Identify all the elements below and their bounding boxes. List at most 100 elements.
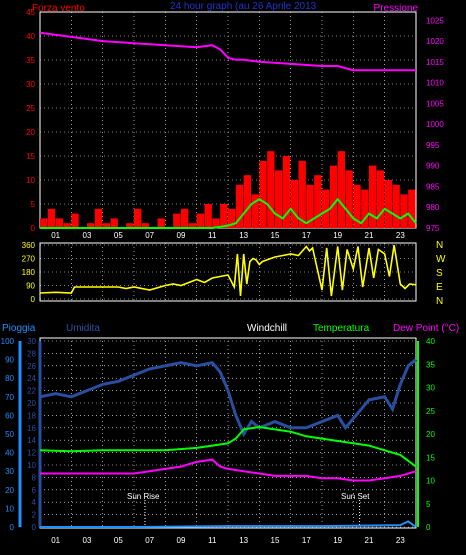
wind-gust-bar	[361, 189, 369, 228]
humidity-tick-label: 0	[32, 523, 37, 532]
wind-gust-bar	[345, 170, 353, 228]
hour-tick-label: 21	[365, 536, 374, 545]
chart-marks	[18, 31, 419, 528]
windchill-label: Windchill	[247, 323, 287, 334]
direction-tick-label: 180	[22, 268, 36, 277]
pressure-tick-label: 985	[426, 182, 440, 191]
wind-tick-label: 40	[26, 32, 35, 41]
temperature-tick-label: 30	[426, 384, 435, 393]
humidity-tick-label: 28	[27, 349, 36, 358]
temperature-tick-label: 15	[426, 453, 435, 462]
hour-tick-label: 11	[208, 536, 217, 545]
humidity-tick-label: 8	[32, 473, 37, 482]
rain-tick-label: 10	[5, 504, 14, 513]
wind-axis-label: Forza vento	[32, 3, 85, 14]
compass-n-top: N	[436, 240, 443, 251]
humidity-tick-label: 14	[27, 436, 36, 445]
hour-tick-label: 07	[145, 536, 154, 545]
pressure-axis-label: Pressione	[374, 3, 419, 14]
wind-gust-bar	[290, 180, 298, 228]
hour-tick-label: 07	[145, 231, 154, 240]
humidity-tick-label: 30	[27, 337, 36, 346]
hour-tick-label: 21	[365, 231, 374, 240]
hour-tick-label: 09	[177, 231, 186, 240]
wind-tick-label: 5	[31, 200, 36, 209]
wind-gust-bar	[251, 194, 259, 228]
wind-gust-bar	[369, 165, 377, 228]
hour-tick-label: 09	[177, 536, 186, 545]
humidity-axis-label: Umidita	[66, 323, 100, 334]
wind-gust-bar	[267, 151, 275, 228]
hour-tick-label: 05	[114, 536, 123, 545]
temperature-tick-label: 35	[426, 360, 435, 369]
hour-tick-label: 17	[302, 231, 311, 240]
rain-line	[40, 520, 417, 528]
sun-rise-label: Sun Rise	[127, 492, 160, 501]
wind-gust-bar	[220, 204, 228, 228]
humidity-line	[39, 358, 417, 438]
wind-gust-bar	[298, 160, 306, 228]
direction-tick-label: 270	[22, 255, 36, 264]
wind-gust-bar	[71, 213, 79, 228]
wind-gust-bar	[337, 151, 345, 228]
humidity-tick-label: 24	[27, 374, 36, 383]
wind-gust-bar	[141, 223, 150, 228]
wind-gust-bar	[408, 189, 416, 228]
rain-tick-label: 40	[5, 449, 14, 458]
wind-gust-bar	[188, 223, 197, 228]
dewpoint-line	[40, 458, 417, 482]
wind-tick-label: 20	[26, 128, 35, 137]
dewpoint-axis-label: Dew Point (°C)	[393, 323, 459, 334]
wind-gust-bar	[235, 184, 244, 228]
humidity-tick-label: 2	[32, 511, 37, 520]
wind-gust-bar	[392, 184, 400, 228]
wind-gust-bar	[181, 208, 189, 228]
wind-gust-bar	[314, 175, 322, 228]
compass-w: W	[436, 254, 446, 265]
humidity-tick-label: 4	[32, 498, 37, 507]
humidity-tick-label: 16	[27, 424, 36, 433]
wind-gust-bar	[110, 218, 118, 228]
hour-tick-label: 05	[114, 231, 123, 240]
wind-gust-bar	[275, 170, 283, 228]
wind-gust-bar	[134, 208, 142, 228]
wind-tick-label: 10	[26, 176, 35, 185]
wind-tick-label: 30	[26, 80, 35, 89]
wind-gust-bar	[47, 208, 56, 228]
pressure-tick-label: 990	[426, 162, 440, 171]
hour-tick-label: 11	[208, 231, 217, 240]
rain-tick-label: 70	[5, 393, 14, 402]
humidity-tick-label: 12	[27, 449, 36, 458]
wind-gust-bar	[384, 180, 392, 228]
hour-tick-label: 13	[239, 231, 248, 240]
pressure-tick-label: 1005	[426, 99, 444, 108]
hour-tick-label: 23	[396, 231, 405, 240]
wind-gust-bar	[400, 194, 408, 228]
wind-gust-bar	[282, 156, 291, 228]
wind-gust-bar	[376, 170, 385, 228]
pressure-tick-label: 1025	[426, 16, 444, 25]
wind-gust-bar	[196, 213, 204, 228]
temperature-tick-label: 10	[426, 477, 435, 486]
wind-gust-bar	[173, 213, 181, 228]
hour-tick-label: 19	[333, 536, 342, 545]
direction-tick-label: 360	[22, 241, 36, 250]
wind-tick-label: 25	[26, 104, 35, 113]
pressure-tick-label: 1020	[426, 37, 444, 46]
wind-gust-bar	[228, 208, 236, 228]
wind-gust-bar	[243, 175, 251, 228]
temperature-axis-label: Temperatura	[313, 323, 370, 334]
humidity-tick-label: 20	[27, 399, 36, 408]
temperature-line	[39, 425, 417, 468]
wind-tick-label: 35	[26, 56, 35, 65]
pressure-tick-label: 1015	[426, 58, 444, 67]
wind-gust-bar	[204, 204, 212, 228]
rain-tick-label: 50	[5, 430, 14, 439]
wind-tick-label: 15	[26, 152, 35, 161]
rain-tick-label: 100	[1, 337, 15, 346]
rain-tick-label: 90	[5, 356, 14, 365]
pressure-tick-label: 1010	[426, 79, 444, 88]
wind-gust-bar	[94, 208, 103, 228]
compass-n-bottom: N	[436, 296, 443, 307]
